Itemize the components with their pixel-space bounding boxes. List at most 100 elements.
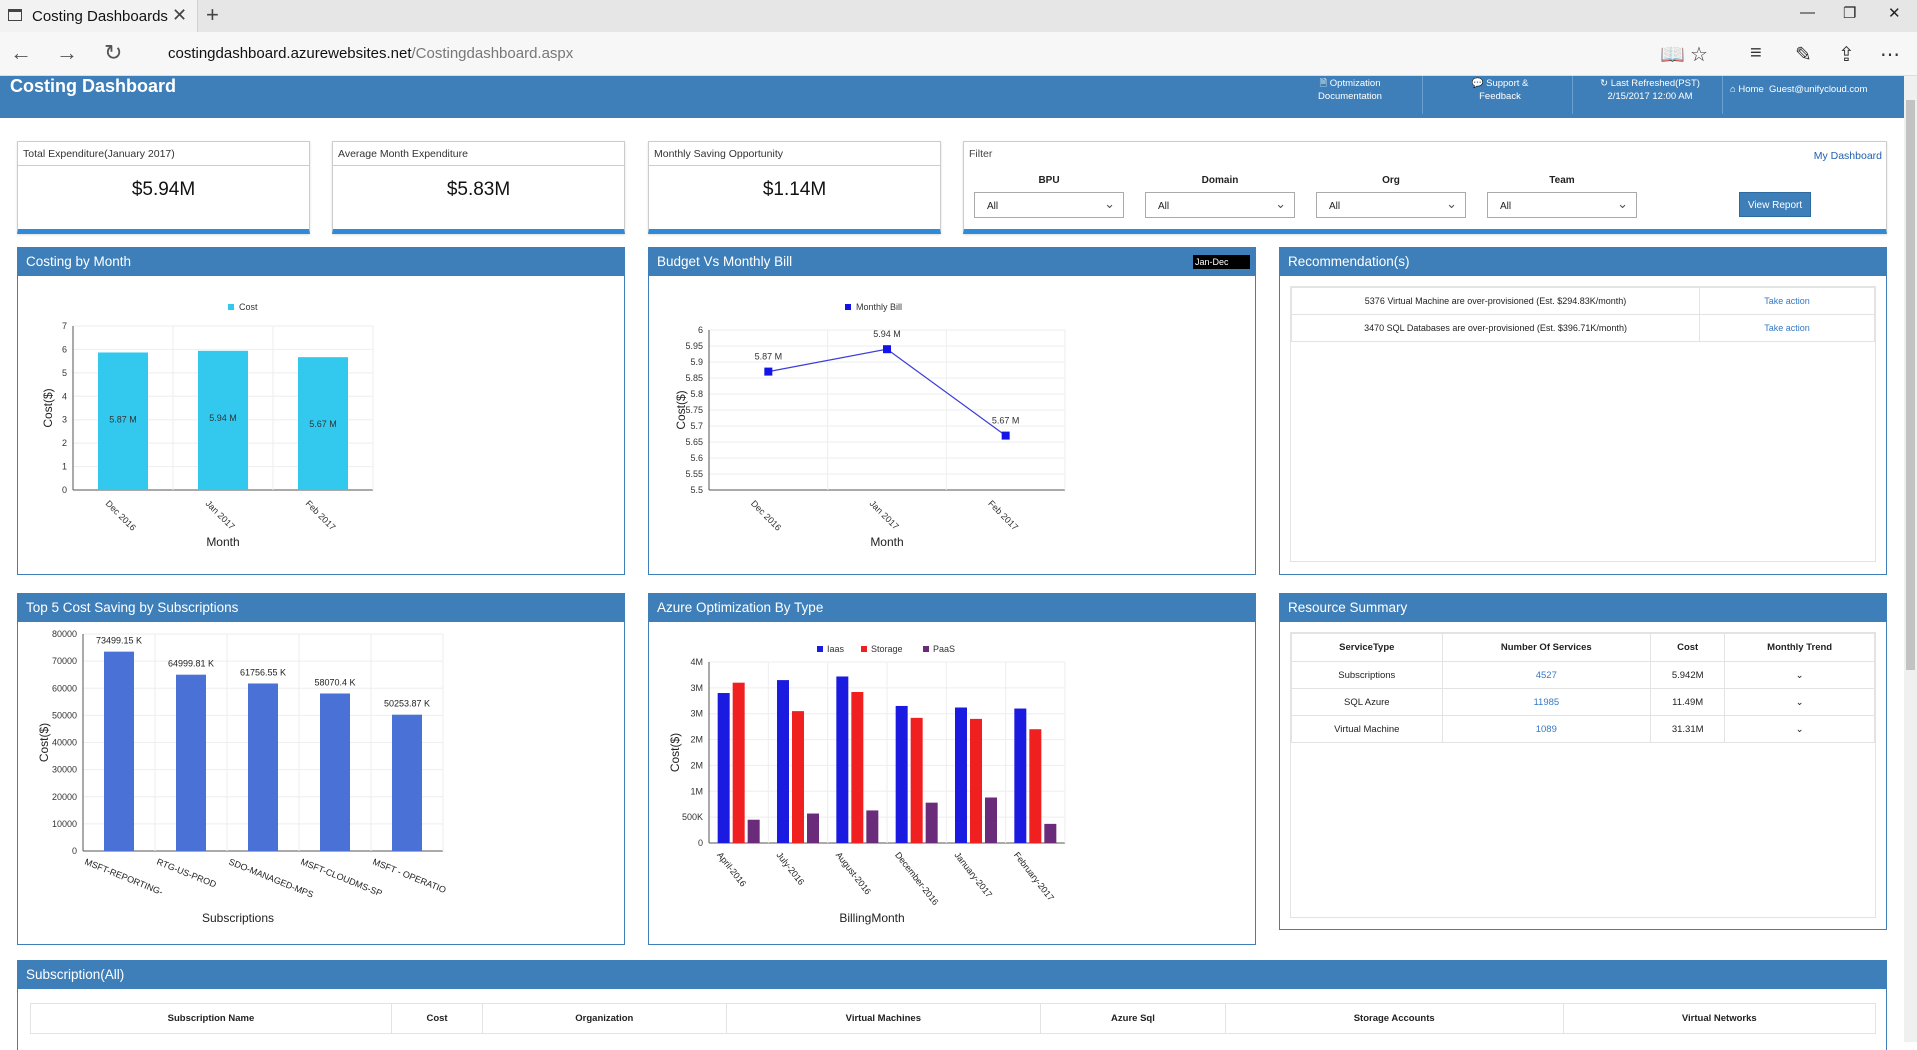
y-axis-title: Cost($): [37, 723, 51, 762]
user-link[interactable]: Guest@unifycloud.com: [1769, 84, 1868, 95]
y-axis-title: Cost($): [674, 390, 688, 429]
minimize-icon[interactable]: —: [1800, 4, 1815, 21]
org-select[interactable]: All ⌄: [1316, 192, 1466, 218]
data-label: 50253.87 K: [384, 699, 430, 709]
bar: [320, 693, 350, 851]
legend-swatch: [228, 304, 234, 310]
service-cost: 31.31M: [1650, 715, 1726, 743]
url-path: /Costingdashboard.aspx: [411, 45, 574, 62]
trend-toggle-icon[interactable]: ⌄: [1724, 715, 1875, 743]
y-tick-label: 40000: [52, 738, 77, 748]
close-tab-icon[interactable]: ✕: [172, 5, 188, 25]
bar: [955, 707, 967, 843]
forward-icon[interactable]: →: [56, 40, 78, 65]
col-header[interactable]: Organization: [482, 1003, 727, 1034]
bar: [777, 680, 789, 843]
col-header[interactable]: Virtual Networks: [1562, 1003, 1877, 1034]
y-tick-label: 5.75: [685, 405, 703, 415]
bar: [866, 810, 879, 843]
x-tick-label: Jan 2017: [204, 498, 237, 531]
legend-swatch: [845, 304, 851, 310]
x-tick-label: Dec 2016: [104, 498, 138, 532]
my-dashboard-link[interactable]: My Dashboard: [1813, 150, 1882, 162]
table-header-row: ServiceType Number Of Services Cost Mont…: [1291, 633, 1875, 662]
support-feedback-link[interactable]: 💬 Support & Feedback: [1450, 77, 1550, 103]
trend-toggle-icon[interactable]: ⌄: [1724, 661, 1875, 689]
browser-tab[interactable]: Costing Dashboards ✕: [0, 0, 198, 32]
x-axis-title: Subscriptions: [202, 911, 274, 925]
favorite-star-icon[interactable]: ☆: [1690, 44, 1708, 66]
home-icon: ⌂: [1730, 84, 1736, 95]
col-header[interactable]: ServiceType: [1291, 633, 1443, 662]
team-value: All: [1500, 201, 1512, 212]
bpu-select[interactable]: All ⌄: [974, 192, 1124, 218]
list-item: 3470 SQL Databases are over-provisioned …: [1290, 314, 1875, 342]
panel-title: Resource Summary: [1280, 594, 1886, 622]
restore-icon[interactable]: ❐: [1843, 5, 1857, 22]
y-tick-label: 80000: [52, 629, 77, 639]
x-tick-label: Jan 2017: [868, 498, 901, 531]
x-tick-label: Dec 2016: [749, 498, 783, 532]
chevron-down-icon: ⌄: [1446, 196, 1457, 211]
filter-label: Filter: [969, 148, 993, 160]
x-tick-label: January-2017: [952, 850, 994, 900]
take-action-link[interactable]: Take action: [1699, 314, 1875, 342]
domain-value: All: [1158, 201, 1170, 212]
y-tick-label: 2M: [690, 760, 703, 770]
col-header[interactable]: Monthly Trend: [1724, 633, 1875, 662]
share-icon[interactable]: ⇪: [1838, 44, 1855, 66]
bar: [248, 683, 278, 851]
col-header[interactable]: Storage Accounts: [1224, 1003, 1564, 1034]
bpu-value: All: [987, 201, 999, 212]
list-item: 5376 Virtual Machine are over-provisione…: [1290, 287, 1875, 315]
bar: [1014, 708, 1027, 843]
y-tick-label: 5.5: [690, 485, 703, 495]
view-report-button[interactable]: View Report: [1739, 192, 1811, 217]
refresh-icon[interactable]: ↻: [104, 40, 123, 65]
y-tick-label: 30000: [52, 765, 77, 775]
filter-card: Filter My Dashboard: [963, 141, 1887, 234]
team-label: Team: [1549, 175, 1575, 186]
scrollbar-thumb[interactable]: [1906, 100, 1915, 670]
col-header[interactable]: Cost: [1650, 633, 1726, 662]
bar: [717, 693, 730, 843]
monthly-saving-card: Monthly Saving Opportunity $1.14M: [648, 141, 941, 234]
col-header[interactable]: Subscription Name: [30, 1003, 392, 1034]
x-axis-title: BillingMonth: [839, 911, 904, 925]
y-tick-label: 5.9: [690, 357, 703, 367]
y-tick-label: 5.95: [685, 341, 703, 351]
url-field[interactable]: costingdashboard.azurewebsites.net/Costi…: [168, 45, 573, 62]
date-range-badge[interactable]: Jan-Dec: [1193, 255, 1250, 269]
service-count-link[interactable]: 4527: [1441, 661, 1652, 689]
col-header[interactable]: Number Of Services: [1441, 633, 1652, 662]
new-tab-icon[interactable]: +: [206, 2, 219, 27]
azure-optimization-panel: Azure Optimization By Type 0 500K 1M 2M 2M 3M…: [648, 593, 1256, 945]
bar: [104, 651, 134, 851]
optimization-documentation-link[interactable]: 🗎 Optmization Documentation: [1300, 77, 1400, 103]
chat-icon: 💬: [1471, 78, 1484, 89]
bar: [176, 674, 206, 851]
data-label: 73499.15 K: [96, 636, 142, 646]
service-count-link[interactable]: 11985: [1441, 688, 1652, 716]
org-label: Org: [1382, 175, 1400, 186]
take-action-link[interactable]: Take action: [1699, 287, 1875, 315]
y-tick-label: 20000: [52, 792, 77, 802]
back-icon[interactable]: ←: [10, 40, 32, 65]
col-header[interactable]: Azure Sql: [1040, 1003, 1226, 1034]
web-note-icon[interactable]: ✎: [1795, 44, 1812, 66]
bar: [1044, 823, 1057, 843]
trend-toggle-icon[interactable]: ⌄: [1724, 688, 1875, 716]
panel-title: Recommendation(s): [1280, 248, 1886, 276]
more-icon[interactable]: ⋯: [1880, 44, 1900, 66]
window-close-icon[interactable]: ✕: [1888, 5, 1901, 22]
team-select[interactable]: All ⌄: [1487, 192, 1637, 218]
y-tick-label: 0: [62, 485, 67, 495]
y-tick-label: 5.65: [685, 437, 703, 447]
col-header[interactable]: Virtual Machines: [725, 1003, 1042, 1034]
domain-select[interactable]: All ⌄: [1145, 192, 1295, 218]
col-header[interactable]: Cost: [390, 1003, 484, 1034]
hub-icon[interactable]: ≡: [1750, 42, 1762, 64]
reading-view-icon[interactable]: 📖: [1660, 44, 1685, 66]
service-count-link[interactable]: 1089: [1441, 715, 1652, 743]
home-link[interactable]: Home: [1738, 84, 1764, 95]
